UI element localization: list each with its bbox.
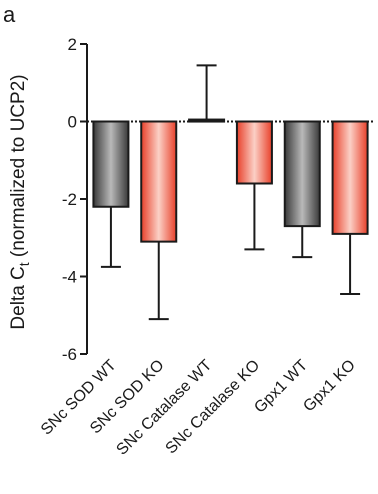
y-axis-label: Delta Ct (normalized to UCP2) — [8, 74, 32, 329]
error-bar-4 — [244, 183, 265, 251]
bar-2 — [140, 120, 178, 243]
category-label-4: SNc Catalase KO — [163, 357, 264, 458]
category-label-6: Gpx1 KO — [300, 357, 359, 416]
error-bar-3 — [196, 64, 217, 120]
error-bar-1 — [100, 206, 121, 268]
bar-6 — [331, 120, 369, 235]
error-bar-6 — [340, 233, 361, 295]
bar-4 — [235, 120, 273, 185]
bar-5 — [283, 120, 321, 228]
y-tick-label: -4 — [62, 268, 77, 287]
category-label-5: Gpx1 WT — [251, 357, 311, 417]
panel-label: a — [3, 2, 16, 27]
y-axis: 2 0 -2 -4 -6 — [62, 35, 374, 364]
y-tick-label: 2 — [68, 35, 77, 54]
error-bar-5 — [292, 226, 313, 259]
bar-3 — [188, 118, 226, 123]
error-bars-layer — [100, 64, 361, 321]
bar-1 — [92, 120, 130, 208]
y-tick-label: -2 — [62, 190, 77, 209]
y-tick-label: -6 — [62, 345, 77, 364]
y-tick-label: 0 — [68, 113, 77, 132]
error-bar-2 — [148, 241, 169, 321]
bars-layer — [92, 118, 369, 243]
